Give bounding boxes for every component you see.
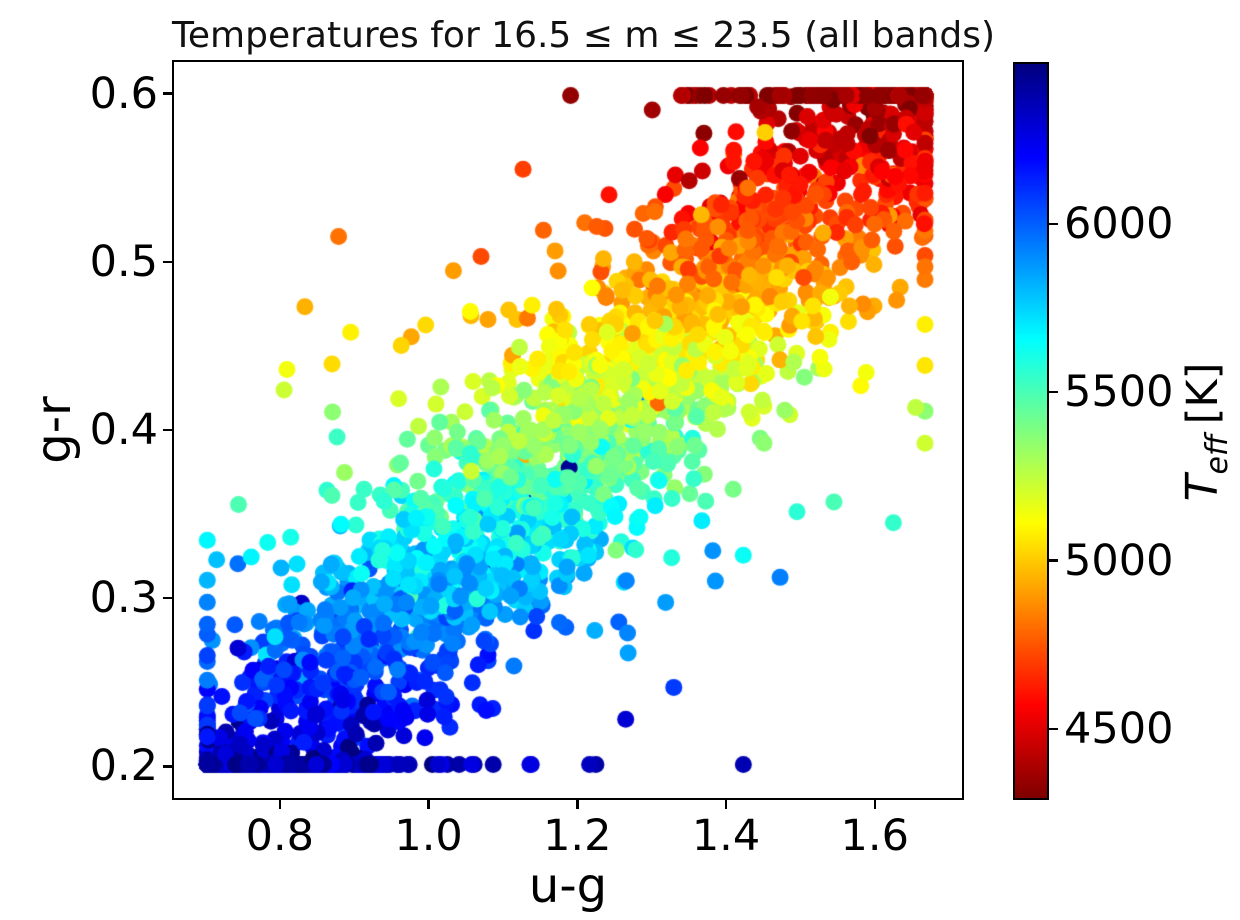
colorbar-label-symbol: T bbox=[1177, 474, 1229, 502]
x-tick-mark bbox=[278, 800, 282, 809]
colorbar-tick-mark bbox=[1049, 727, 1058, 731]
y-tick-label: 0.6 bbox=[89, 68, 158, 119]
colorbar-tick-label: 5500 bbox=[1064, 367, 1174, 418]
x-tick-mark bbox=[724, 800, 728, 809]
colorbar-label-subscript: eff bbox=[1199, 434, 1235, 475]
colorbar-gradient-canvas bbox=[1015, 64, 1047, 798]
x-tick-label: 1.6 bbox=[840, 811, 909, 861]
colorbar-label-units: [K] bbox=[1178, 362, 1229, 425]
colorbar-tick-label: 6000 bbox=[1064, 198, 1174, 249]
x-tick-mark bbox=[427, 800, 430, 809]
y-tick-mark bbox=[163, 596, 172, 600]
x-tick-label: 1.4 bbox=[691, 811, 761, 861]
plot-area bbox=[172, 60, 964, 800]
chart-title: Temperatures for 16.5 ≤ m ≤ 23.5 (all ba… bbox=[172, 15, 996, 56]
y-tick-mark bbox=[163, 92, 172, 95]
colorbar-tick-mark bbox=[1049, 390, 1058, 394]
x-tick-label: 1.0 bbox=[394, 811, 463, 861]
x-tick-mark bbox=[873, 800, 876, 809]
colorbar-tick-mark bbox=[1049, 222, 1058, 225]
y-axis-label: g-r bbox=[26, 396, 82, 464]
y-tick-label: 0.5 bbox=[89, 236, 158, 287]
y-tick-mark bbox=[163, 260, 172, 264]
y-tick-mark bbox=[163, 428, 172, 432]
colorbar-tick-label: 5000 bbox=[1064, 535, 1174, 586]
x-tick-label: 1.2 bbox=[543, 811, 612, 861]
x-tick-label: 0.8 bbox=[245, 811, 315, 861]
y-tick-label: 0.4 bbox=[89, 405, 158, 455]
colorbar-tick-label: 4500 bbox=[1064, 704, 1174, 755]
y-tick-label: 0.3 bbox=[89, 573, 158, 624]
colorbar-tick-mark bbox=[1049, 559, 1058, 562]
y-tick-label: 0.2 bbox=[89, 741, 158, 792]
y-tick-mark bbox=[163, 765, 172, 768]
x-axis-label: u-g bbox=[528, 858, 608, 914]
colorbar bbox=[1013, 62, 1049, 800]
scatter-canvas bbox=[174, 62, 962, 798]
colorbar-label: Teff [K] bbox=[1177, 363, 1235, 502]
x-tick-mark bbox=[576, 800, 579, 809]
